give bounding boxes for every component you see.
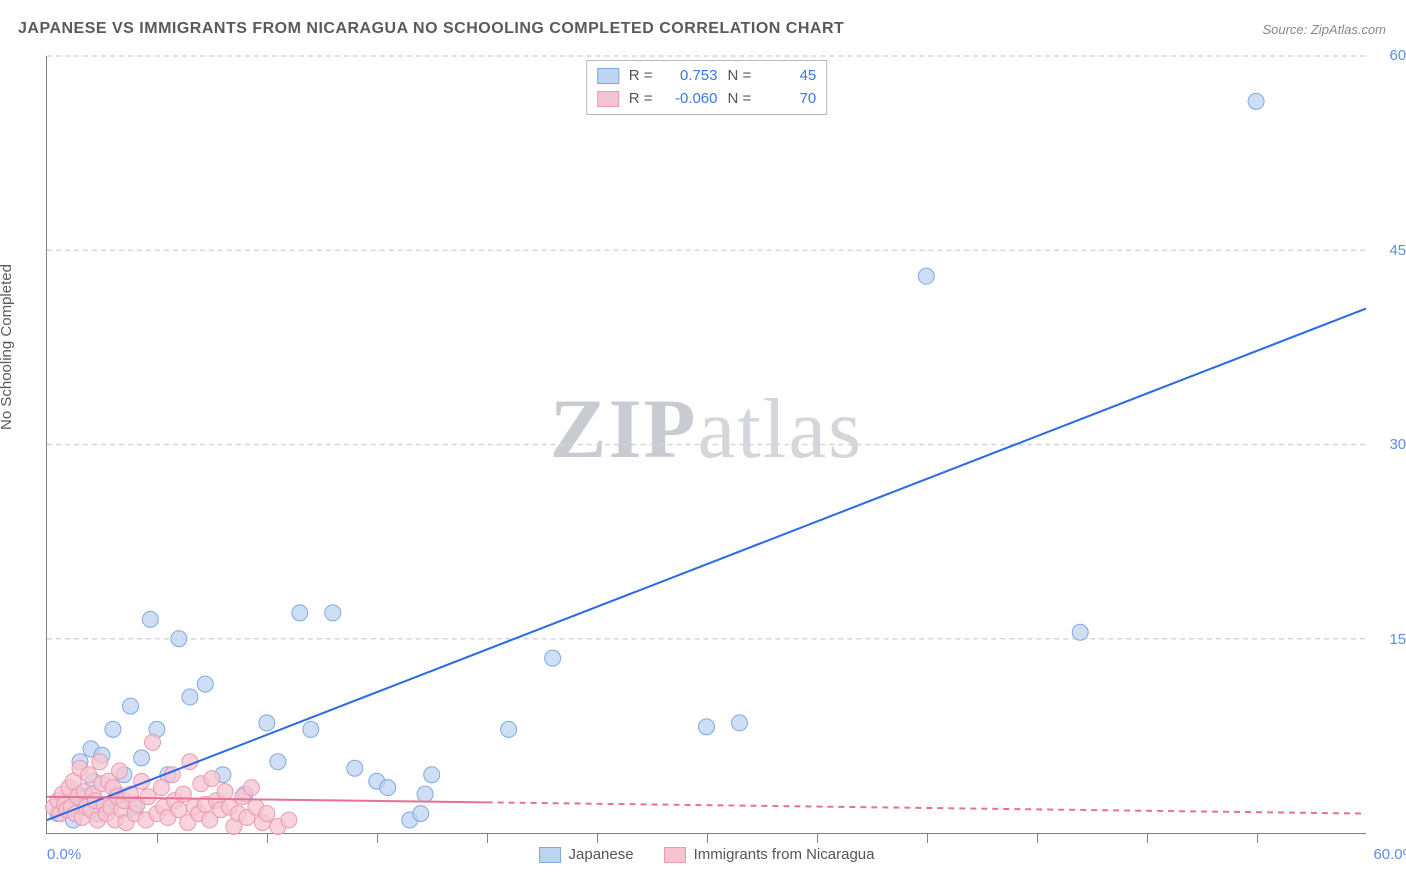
data-point-japanese [545,650,561,666]
r-value-japanese: 0.753 [663,65,718,88]
data-point-immigrants-from-nicaragua [259,806,275,822]
correlation-legend: R = 0.753 N = 45 R = -0.060 N = 70 [586,60,828,115]
data-point-japanese [105,721,121,737]
legend-row-nicaragua: R = -0.060 N = 70 [597,88,817,111]
data-point-immigrants-from-nicaragua [112,763,128,779]
data-point-immigrants-from-nicaragua [153,780,169,796]
data-point-japanese [424,767,440,783]
x-tick [267,833,268,843]
legend-item-japanese: Japanese [539,846,634,863]
data-point-japanese [182,689,198,705]
x-tick [157,833,158,843]
data-point-japanese [1072,624,1088,640]
r-label: R = [629,88,653,111]
x-tick [707,833,708,843]
data-point-immigrants-from-nicaragua [92,754,108,770]
swatch-japanese [597,68,619,84]
data-point-japanese [259,715,275,731]
x-axis-max-label: 60.0% [1373,846,1406,863]
r-value-nicaragua: -0.060 [663,88,718,111]
x-tick [927,833,928,843]
data-point-japanese [417,786,433,802]
n-label: N = [728,65,752,88]
data-point-immigrants-from-nicaragua [175,786,191,802]
data-point-japanese [292,605,308,621]
x-tick [1037,833,1038,843]
swatch-nicaragua [664,847,686,863]
plot-area: ZIPatlas 15.0%30.0%45.0%60.0% 0.0% 60.0%… [46,56,1366,834]
x-tick [817,833,818,843]
data-point-japanese [325,605,341,621]
chart-title: JAPANESE VS IMMIGRANTS FROM NICARAGUA NO… [18,20,844,38]
data-point-japanese [347,760,363,776]
data-point-japanese [699,719,715,735]
data-point-japanese [501,721,517,737]
y-tick-label: 30.0% [1389,436,1406,453]
trend-line-dash-1 [487,802,1366,813]
series-legend: Japanese Immigrants from Nicaragua [539,846,875,863]
data-point-japanese [731,715,747,731]
legend-item-nicaragua: Immigrants from Nicaragua [664,846,875,863]
x-tick [1257,833,1258,843]
x-tick [1147,833,1148,843]
swatch-japanese [539,847,561,863]
data-point-japanese [270,754,286,770]
data-point-japanese [197,676,213,692]
data-point-japanese [142,611,158,627]
y-tick-label: 15.0% [1389,631,1406,648]
data-point-immigrants-from-nicaragua [281,812,297,828]
swatch-nicaragua [597,91,619,107]
data-point-japanese [380,780,396,796]
data-point-japanese [134,750,150,766]
data-point-japanese [918,268,934,284]
x-axis-min-label: 0.0% [47,846,81,863]
source-attribution: Source: ZipAtlas.com [1262,22,1386,37]
y-tick-label: 60.0% [1389,47,1406,64]
y-tick-label: 45.0% [1389,242,1406,259]
data-point-immigrants-from-nicaragua [243,780,259,796]
x-tick [377,833,378,843]
n-label: N = [728,88,752,111]
data-point-japanese [1248,93,1264,109]
data-point-japanese [413,806,429,822]
legend-label-nicaragua: Immigrants from Nicaragua [694,846,875,863]
data-point-immigrants-from-nicaragua [217,784,233,800]
data-point-japanese [171,631,187,647]
x-tick [597,833,598,843]
data-point-japanese [303,721,319,737]
n-value-japanese: 45 [761,65,816,88]
data-point-japanese [123,698,139,714]
chart-svg [47,56,1366,833]
y-axis-label: No Schooling Completed [0,264,15,430]
trend-line-0 [47,309,1366,821]
r-label: R = [629,65,653,88]
legend-row-japanese: R = 0.753 N = 45 [597,65,817,88]
data-point-immigrants-from-nicaragua [204,771,220,787]
n-value-nicaragua: 70 [761,88,816,111]
x-tick [487,833,488,843]
legend-label-japanese: Japanese [569,846,634,863]
data-point-immigrants-from-nicaragua [145,734,161,750]
